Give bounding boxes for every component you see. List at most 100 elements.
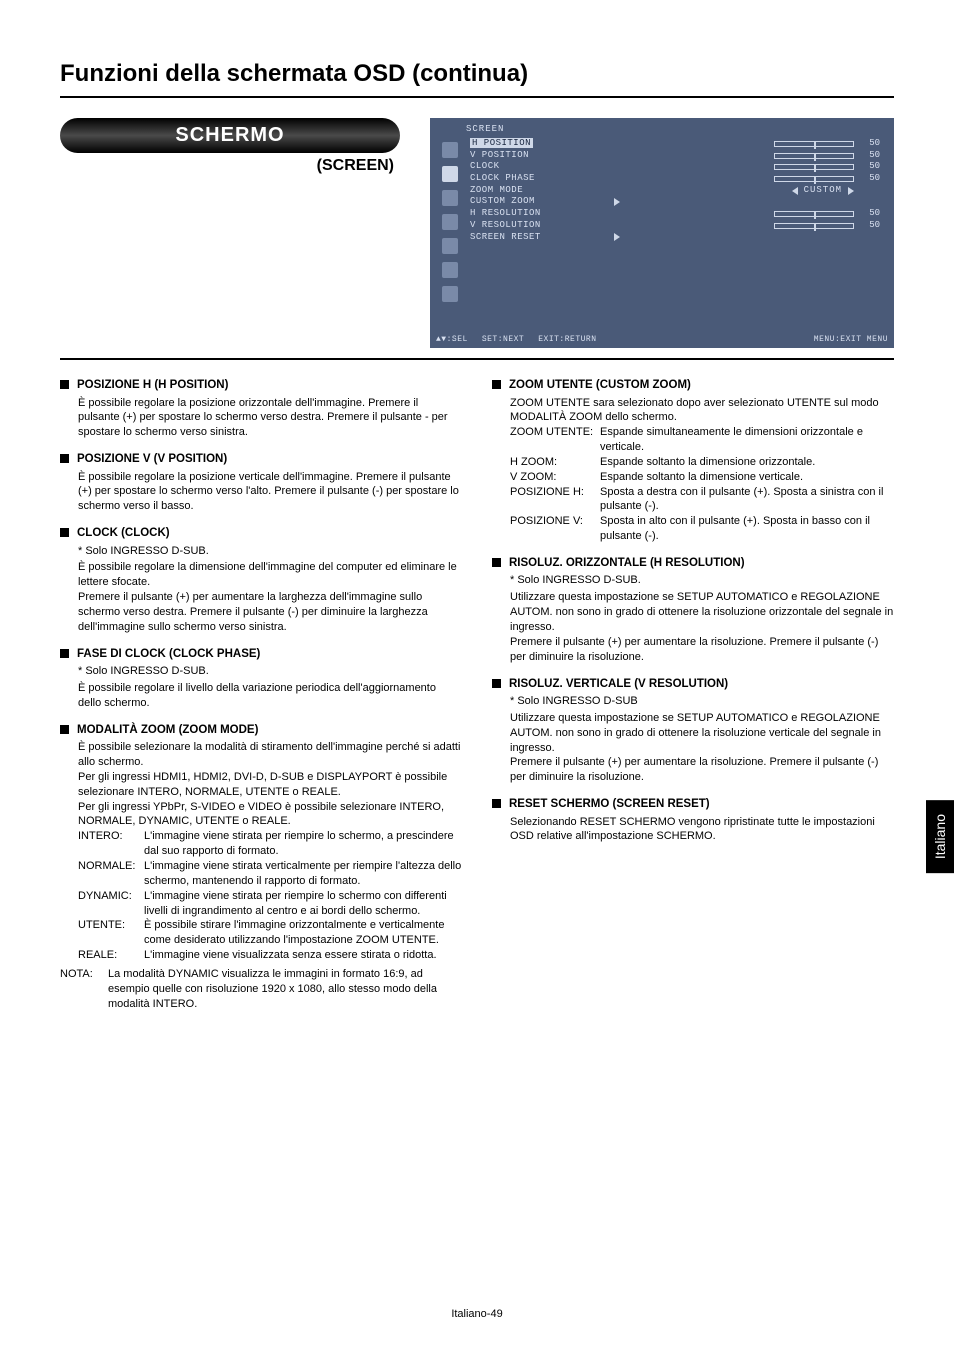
osd-value: 50 [860,208,880,220]
bullet-square-icon [492,380,501,389]
section-title: ZOOM UTENTE (CUSTOM ZOOM) [509,378,691,394]
section-heading: MODALITÀ ZOOM (ZOOM MODE) [60,723,462,739]
definition-row: UTENTE:È possibile stirare l'immagine or… [78,918,462,948]
osd-values: 50 50 50 50 CUSTOM 50 50 [604,138,888,318]
section: CLOCK (CLOCK) * Solo INGRESSO D-SUB.È pos… [60,526,462,635]
section-heading: RISOLUZ. VERTICALE (V RESOLUTION) [492,677,894,693]
bullet-square-icon [492,558,501,567]
osd-item: CUSTOM ZOOM [470,196,604,208]
osd-value: 50 [860,173,880,185]
osd-tab-icon [442,286,458,302]
bullet-square-icon [60,454,69,463]
osd-item: V RESOLUTION [470,220,604,232]
section-title: CLOCK (CLOCK) [77,526,170,542]
osd-tab-icon [442,238,458,254]
section-pill: SCHERMO [60,118,400,153]
page-title: Funzioni della schermata OSD (continua) [60,60,894,88]
section-title: POSIZIONE V (V POSITION) [77,452,227,468]
definition-term: INTERO: [78,829,144,859]
osd-footer: ▲▼:SEL SET:NEXT EXIT:RETURN MENU:EXIT ME… [436,335,888,344]
section-title: POSIZIONE H (H POSITION) [77,378,228,394]
definition-desc: Sposta a destra con il pulsante (+). Spo… [600,485,894,515]
section-note: * Solo INGRESSO D-SUB [510,694,894,709]
osd-item-selected: H POSITION [470,138,533,148]
content-columns: POSIZIONE H (H POSITION) È possibile rego… [60,378,894,1023]
definition-desc: Espande simultaneamente le dimensioni or… [600,425,894,455]
section-heading: ZOOM UTENTE (CUSTOM ZOOM) [492,378,894,394]
osd-item: ZOOM MODE [470,185,604,197]
bullet-square-icon [60,649,69,658]
bullet-square-icon [60,380,69,389]
title-rule [60,96,894,98]
definition-desc: È possibile stirare l'immagine orizzonta… [144,918,462,948]
section-title: RISOLUZ. VERTICALE (V RESOLUTION) [509,677,728,693]
osd-hint-return: EXIT:RETURN [538,335,596,344]
osd-hint-next: SET:NEXT [482,335,524,344]
note-text: La modalità DYNAMIC visualizza le immagi… [108,967,462,1012]
section-body: È possibile regolare la dimensione dell'… [78,560,462,634]
definition-list: ZOOM UTENTE:Espande simultaneamente le d… [510,425,894,544]
section: RISOLUZ. VERTICALE (V RESOLUTION)* Solo … [492,677,894,786]
header-left: SCHERMO (SCREEN) [60,118,400,348]
right-column: ZOOM UTENTE (CUSTOM ZOOM)ZOOM UTENTE sar… [492,378,894,1023]
section: RISOLUZ. ORIZZONTALE (H RESOLUTION)* Sol… [492,556,894,665]
section-body: È possibile regolare la posizione vertic… [78,470,462,515]
section-body: È possibile regolare la posizione orizzo… [78,396,462,441]
bullet-square-icon [60,528,69,537]
left-column: POSIZIONE H (H POSITION) È possibile rego… [60,378,462,1023]
osd-item: CLOCK PHASE [470,173,604,185]
osd-screenshot: SCREEN H POSITION V POSITION CLOCK CLOCK… [430,118,894,348]
definition-term: NORMALE: [78,859,144,889]
section: MODALITÀ ZOOM (ZOOM MODE)È possibile sel… [60,723,462,1012]
section-title: RESET SCHERMO (SCREEN RESET) [509,797,710,813]
bullet-square-icon [492,679,501,688]
definition-row: REALE:L'immagine viene visualizzata senz… [78,948,462,963]
definition-term: POSIZIONE V: [510,514,600,544]
osd-slider [774,141,854,147]
definition-row: ZOOM UTENTE:Espande simultaneamente le d… [510,425,894,455]
definition-row: INTERO:L'immagine viene stirata per riem… [78,829,462,859]
separator-rule [60,358,894,360]
triangle-left-icon [792,187,798,195]
osd-slider [774,211,854,217]
note-label: NOTA: [60,967,108,1012]
header-row: SCHERMO (SCREEN) SCREEN H POSITION V POS… [60,118,894,348]
osd-mode-value: CUSTOM [804,185,842,197]
osd-item: V POSITION [470,150,604,162]
section-title: RISOLUZ. ORIZZONTALE (H RESOLUTION) [509,556,745,572]
definition-row: DYNAMIC:L'immagine viene stirata per rie… [78,889,462,919]
section-body: Utilizzare questa impostazione se SETUP … [510,590,894,664]
bullet-square-icon [492,799,501,808]
definition-row: H ZOOM:Espande soltanto la dimensione or… [510,455,894,470]
section: FASE DI CLOCK (CLOCK PHASE)* Solo INGRES… [60,647,462,711]
osd-tab-icon [442,262,458,278]
section-body: È possibile regolare il livello della va… [78,681,462,711]
page-footer: Italiano-49 [0,1308,954,1320]
definition-row: NORMALE:L'immagine viene stirata vertica… [78,859,462,889]
osd-hint-sel: ▲▼:SEL [436,335,468,344]
section-heading: POSIZIONE V (V POSITION) [60,452,462,468]
section-body: Selezionando RESET SCHERMO vengono ripri… [510,815,894,845]
triangle-right-icon [614,233,620,241]
section: POSIZIONE V (V POSITION) È possibile rego… [60,452,462,514]
osd-value: 50 [860,161,880,173]
definition-desc: L'immagine viene stirata verticalmente p… [144,859,462,889]
definition-term: V ZOOM: [510,470,600,485]
section-heading: CLOCK (CLOCK) [60,526,462,542]
osd-item: CLOCK [470,161,604,173]
section-pill-sub: (SCREEN) [60,157,400,175]
definition-term: H ZOOM: [510,455,600,470]
definition-row: POSIZIONE V:Sposta in alto con il pulsan… [510,514,894,544]
osd-item-list: H POSITION V POSITION CLOCK CLOCK PHASE … [464,138,604,318]
osd-tab-icon [442,190,458,206]
note-block: NOTA:La modalità DYNAMIC visualizza le i… [60,967,462,1012]
osd-slider [774,176,854,182]
osd-title: SCREEN [466,124,888,134]
osd-value: 50 [860,138,880,150]
definition-desc: Sposta in alto con il pulsante (+). Spos… [600,514,894,544]
section: RESET SCHERMO (SCREEN RESET) Selezionando… [492,797,894,844]
section-note: * Solo INGRESSO D-SUB. [78,544,462,559]
definition-term: ZOOM UTENTE: [510,425,600,455]
bullet-square-icon [60,725,69,734]
section-body: È possibile selezionare la modalità di s… [78,740,462,829]
